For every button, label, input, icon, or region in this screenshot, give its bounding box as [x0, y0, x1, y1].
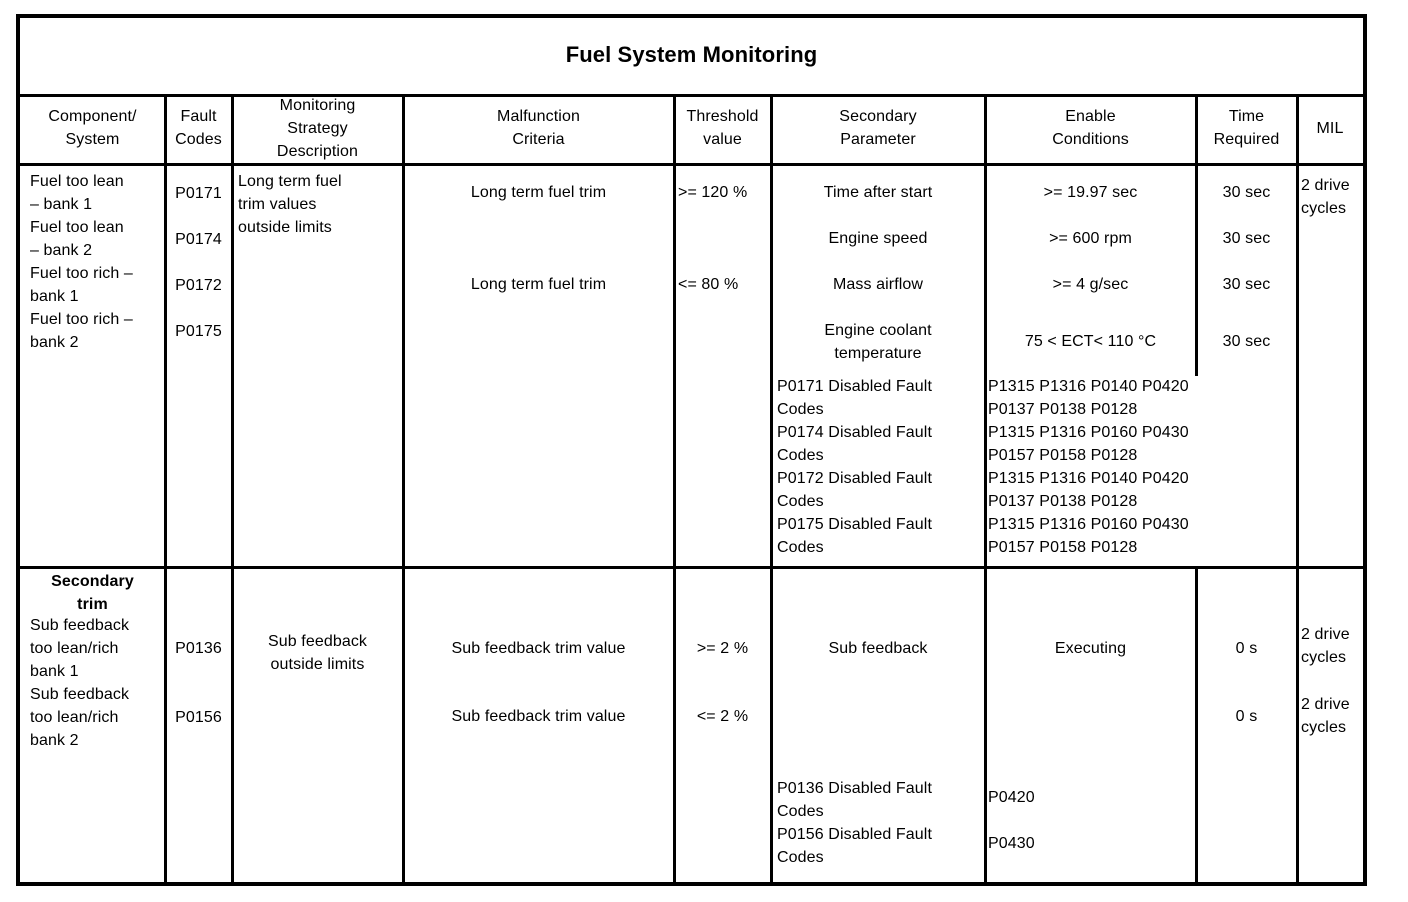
header-malfunction-criteria: Malfunction Criteria	[497, 108, 580, 148]
row2-secondary-parameter: Sub feedback	[828, 640, 928, 657]
row2-mil-1: 2 drive cycles	[1301, 696, 1350, 736]
row1-disabled-fault-codes: P0171 Disabled Fault Codes P0174 Disable…	[777, 378, 932, 556]
header-time-required: Time Required	[1213, 108, 1280, 148]
row2-malfunction-criteria-0: Sub feedback trim value	[451, 640, 626, 657]
row2-fault-code-1: P0156	[175, 709, 222, 726]
divider	[402, 94, 405, 882]
header-mil: MIL	[1316, 120, 1344, 137]
row1-fault-code-0: P0171	[175, 185, 222, 202]
row1-time-required-1: 30 sec	[1222, 230, 1271, 247]
row2-threshold-1: <= 2 %	[696, 708, 749, 725]
row1-fault-code-1: P0174	[175, 231, 222, 248]
row1-enable-condition-3: 75 < ECT< 110 °C	[1024, 333, 1157, 350]
divider	[770, 94, 773, 882]
row2-heading: Secondary trim	[51, 573, 134, 613]
row1-threshold-0: >= 120 %	[678, 184, 748, 201]
row1-monitoring-strategy: Long term fuel trim values outside limit…	[238, 173, 342, 236]
divider	[1195, 94, 1198, 376]
header-enable-conditions: Enable Conditions	[1052, 108, 1129, 148]
row1-enable-condition-1: >= 600 rpm	[1049, 230, 1132, 247]
row2-threshold-0: >= 2 %	[696, 640, 749, 657]
row1-threshold-1: <= 80 %	[678, 276, 739, 293]
divider	[673, 94, 676, 882]
header-component-system: Component/ System	[48, 108, 137, 148]
row1-mil: 2 drive cycles	[1301, 177, 1350, 217]
row1-secondary-parameter-2: Mass airflow	[832, 276, 924, 293]
row1-malfunction-criteria-1: Long term fuel trim	[470, 276, 607, 293]
row1-enable-condition-0: >= 19.97 sec	[1043, 184, 1138, 201]
divider	[20, 566, 1363, 569]
row2-time-required-0: 0 s	[1235, 640, 1258, 657]
row1-secondary-parameter-3: Engine coolant temperature	[824, 322, 932, 362]
header-fault-codes: Fault Codes	[175, 108, 222, 148]
divider	[164, 94, 167, 882]
row1-enable-disabled-codes: P1315 P1316 P0140 P0420 P0137 P0138 P012…	[988, 378, 1189, 556]
row1-enable-condition-2: >= 4 g/sec	[1052, 276, 1129, 293]
header-threshold-value: Threshold value	[686, 108, 759, 148]
row2-malfunction-criteria-1: Sub feedback trim value	[451, 708, 626, 725]
row2-mil-0: 2 drive cycles	[1301, 626, 1350, 666]
header-monitoring-strategy: Monitoring Strategy Description	[276, 97, 359, 160]
row1-time-required-0: 30 sec	[1222, 184, 1271, 201]
row2-time-required-1: 0 s	[1235, 708, 1258, 725]
divider	[231, 94, 234, 882]
row1-malfunction-criteria-0: Long term fuel trim	[470, 184, 607, 201]
header-secondary-parameter: Secondary Parameter	[839, 108, 917, 148]
row1-secondary-parameter-1: Engine speed	[828, 230, 928, 247]
row2-enable-condition: Executing	[1054, 640, 1127, 657]
fuel-system-monitoring-table: Fuel System Monitoring Component/ System…	[16, 14, 1367, 886]
row1-time-required-2: 30 sec	[1222, 276, 1271, 293]
row1-component-system: Fuel too lean – bank 1 Fuel too lean – b…	[30, 173, 133, 351]
row1-secondary-parameter-0: Time after start	[823, 184, 933, 201]
divider	[1195, 566, 1198, 882]
row2-enable-disabled-code-0: P0420	[988, 789, 1035, 806]
row2-disabled-fault-codes: P0136 Disabled Fault Codes P0156 Disable…	[777, 780, 932, 866]
divider	[984, 94, 987, 882]
row1-fault-code-2: P0172	[175, 277, 222, 294]
row2-component-system: Sub feedback too lean/rich bank 1 Sub fe…	[30, 617, 130, 749]
divider	[20, 163, 1363, 166]
divider	[20, 94, 1363, 97]
table-title: Fuel System Monitoring	[565, 42, 818, 67]
row2-enable-disabled-code-1: P0430	[988, 835, 1035, 852]
row2-monitoring-strategy: Sub feedback outside limits	[267, 633, 368, 673]
row2-fault-code-0: P0136	[175, 640, 222, 657]
divider	[1296, 94, 1299, 882]
row1-fault-code-3: P0175	[175, 323, 222, 340]
row1-time-required-3: 30 sec	[1222, 333, 1271, 350]
